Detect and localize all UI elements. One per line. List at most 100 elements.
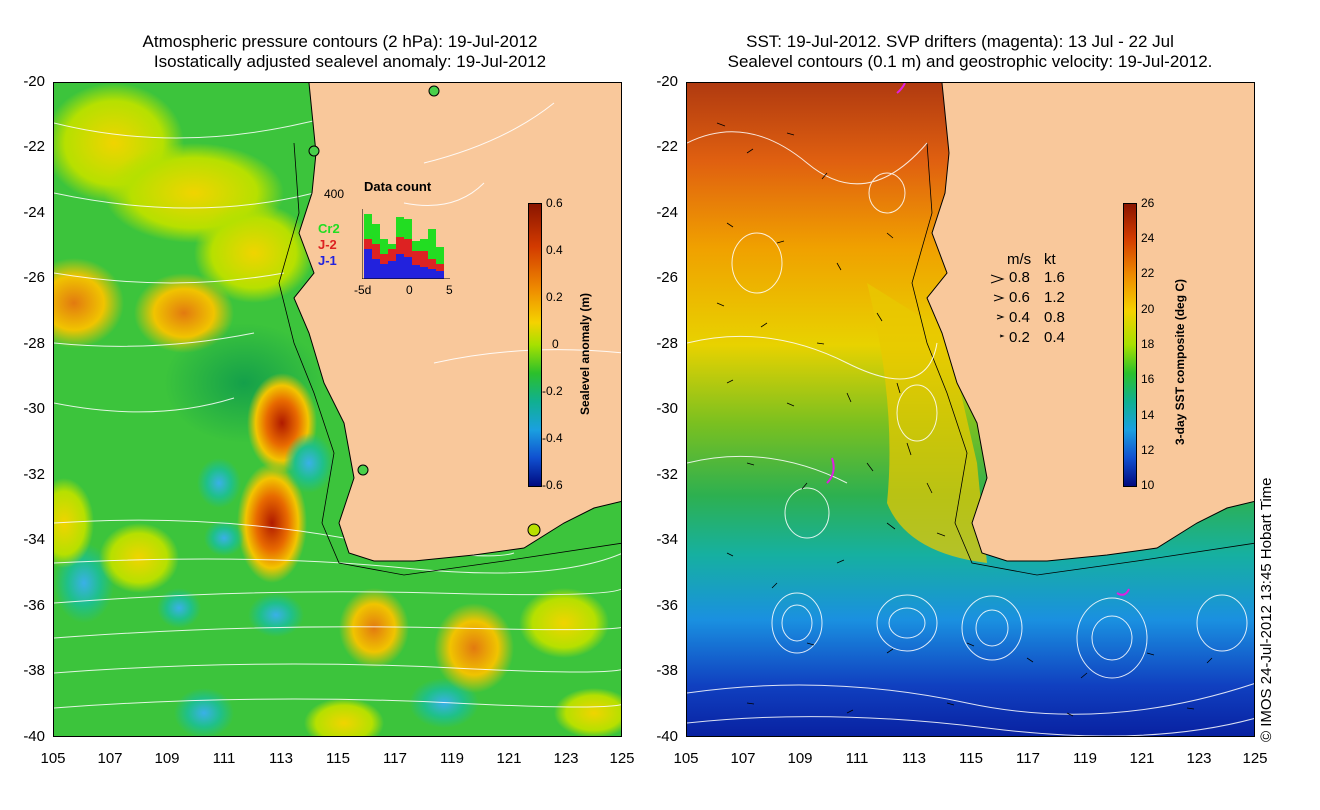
legend-header-ms: m/s [1007, 251, 1032, 268]
colorbar-tick: -0.2 [542, 384, 563, 398]
inset-legend-cr2: Cr2 [318, 221, 340, 236]
land-pressure-contours [403, 102, 621, 364]
lat-tick: -38 [656, 662, 678, 679]
lat-tick: -26 [23, 269, 45, 286]
colorbar-tick: 12 [1141, 443, 1155, 457]
inset-x-label: 5 [446, 283, 453, 297]
anomaly-orange [54, 258, 124, 348]
lon-tick: 123 [1186, 750, 1212, 767]
data-count-inset: Data count 400 Cr2 J-2 J-1 -5d 0 5 [316, 179, 456, 299]
anomaly-cyan [174, 688, 234, 736]
lon-tick: 117 [383, 750, 407, 767]
lat-tick: -36 [656, 597, 678, 614]
inset-x-label: 0 [406, 283, 413, 297]
anomaly-cyan [248, 593, 304, 637]
shelf-contour [911, 142, 1254, 576]
lon-tick: 109 [787, 750, 813, 767]
anomaly-yellow [519, 588, 609, 658]
lat-tick: -28 [23, 335, 45, 352]
left-title-line2: Isostatically adjusted sealevel anomaly:… [153, 52, 547, 71]
right-title-line2: Sealevel contours (0.1 m) and geostrophi… [727, 52, 1213, 71]
lon-tick: 119 [1073, 750, 1097, 767]
lat-tick: -34 [656, 531, 678, 548]
lon-tick: 105 [40, 750, 66, 767]
anomaly-orange [434, 603, 514, 693]
lat-tick: -32 [656, 466, 678, 483]
anomaly-cyan [284, 433, 334, 493]
lat-tick: -34 [23, 531, 45, 548]
velocity-arrows [716, 122, 1213, 717]
colorbar-tick: 26 [1141, 196, 1155, 210]
lon-tick: 115 [959, 750, 983, 767]
lat-tick: -26 [656, 269, 678, 286]
anomaly-orange [339, 588, 409, 668]
colorbar-tick: -0.6 [542, 478, 563, 492]
lon-tick: 119 [440, 750, 464, 767]
lon-tick: 121 [496, 750, 522, 767]
svp-drifter-track [826, 457, 835, 484]
inset-bars [362, 209, 450, 279]
lon-tick: 111 [845, 750, 869, 767]
sst-map [687, 83, 1254, 736]
lon-tick: 111 [212, 750, 236, 767]
inset-x-label: -5d [354, 283, 372, 297]
legend-ms-value: 0.6 [1009, 289, 1030, 306]
coast-outline [926, 83, 1254, 562]
legend-ms-value: 0.2 [1009, 329, 1030, 346]
sst-colorbar [1123, 203, 1137, 487]
colorbar-tick: 0.6 [546, 196, 563, 210]
copyright-notice: © IMOS 24-Jul-2012 13:45 Hobart Time [1258, 477, 1275, 742]
svp-drifter-track [1116, 588, 1130, 596]
lon-tick: 115 [326, 750, 350, 767]
lon-tick: 113 [902, 750, 926, 767]
sealevel-contours [687, 131, 1254, 736]
lon-tick: 107 [97, 750, 123, 767]
lon-tick: 113 [269, 750, 293, 767]
lon-tick: 125 [1242, 750, 1268, 767]
inset-ymax-label: 400 [324, 187, 345, 201]
left-map-panel: Data count 400 Cr2 J-2 J-1 -5d 0 5 [53, 82, 622, 737]
tide-gauge-marker [357, 464, 369, 476]
colorbar-tick: 18 [1141, 337, 1155, 351]
legend-ms-value: 0.4 [1009, 309, 1030, 326]
colorbar-tick: 24 [1141, 231, 1155, 245]
lat-tick: -40 [656, 728, 678, 745]
right-title-line1: SST: 19-Jul-2012. SVP drifters (magenta)… [746, 32, 1174, 51]
anomaly-cyan [157, 588, 201, 628]
colorbar-tick: 10 [1141, 478, 1155, 492]
lat-tick: -30 [656, 400, 678, 417]
shelf-contour [278, 142, 621, 576]
colorbar-tick: 0.4 [546, 243, 563, 257]
inset-legend-j2: J-2 [318, 237, 337, 252]
colorbar-tick: 14 [1141, 408, 1155, 422]
lat-tick: -40 [23, 728, 45, 745]
legend-arrows [990, 274, 1005, 338]
anomaly-red-eddy [237, 463, 307, 583]
colorbar-title: 3-day SST composite (deg C) [1173, 278, 1187, 445]
right-map-panel: m/s kt 0.8 1.6 0.6 1.2 0.4 0.8 0.2 0.4 2… [686, 82, 1255, 737]
legend-kt-value: 0.8 [1044, 309, 1065, 326]
colorbar-tick: 16 [1141, 372, 1155, 386]
lat-tick: -20 [23, 73, 45, 90]
lat-tick: -22 [656, 138, 678, 155]
lon-tick: 105 [673, 750, 699, 767]
legend-kt-value: 0.4 [1044, 329, 1065, 346]
sealevel-colorbar [528, 203, 542, 487]
lat-tick: -38 [23, 662, 45, 679]
lon-tick: 125 [609, 750, 635, 767]
anomaly-cyan [197, 458, 241, 508]
lat-tick: -20 [656, 73, 678, 90]
legend-kt-value: 1.6 [1044, 269, 1065, 286]
lon-tick: 109 [154, 750, 180, 767]
lat-tick: -22 [23, 138, 45, 155]
colorbar-tick: 0 [552, 337, 559, 351]
inset-legend-j1: J-1 [318, 253, 337, 268]
tide-gauge-marker [527, 523, 541, 537]
pressure-contours [54, 111, 621, 709]
colorbar-tick: -0.4 [542, 431, 563, 445]
colorbar-tick: 20 [1141, 302, 1155, 316]
anomaly-yellow [304, 698, 384, 736]
legend-kt-value: 1.2 [1044, 289, 1065, 306]
svp-drifter-track [896, 83, 906, 94]
leeuwin-warm-tongue [867, 283, 987, 563]
